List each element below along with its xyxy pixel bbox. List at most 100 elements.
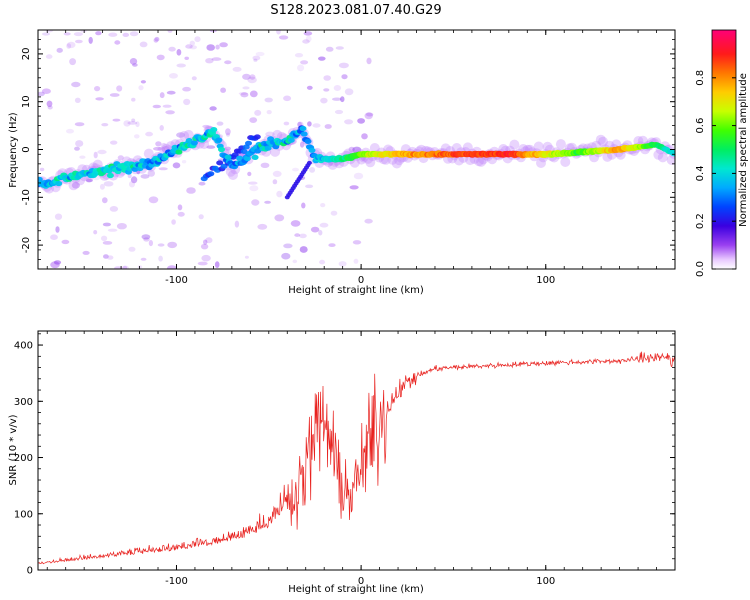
spectrum-blob (141, 234, 151, 240)
colorbar-tick-label: 0.2 (695, 213, 706, 229)
spectrum-blob (158, 167, 168, 171)
spectrum-blob (274, 214, 285, 222)
spectrum-halo (637, 135, 648, 146)
spectrum-blob (131, 118, 136, 123)
spectrum-blob (162, 104, 172, 108)
spectrum-blob (253, 58, 258, 62)
spectrum-blob (185, 44, 193, 49)
spectrum-blob (176, 132, 186, 138)
spectrogram-xlabel: Height of straight line (km) (288, 285, 424, 296)
spectrum-blob (191, 76, 197, 81)
spectrum-ridge (254, 148, 262, 154)
spectrum-blob (66, 43, 72, 49)
spectrum-halo (560, 157, 571, 167)
spectrum-blob (186, 187, 196, 194)
spectrum-blob (127, 173, 132, 179)
spectrum-blob (332, 97, 342, 101)
spectrum-blob (333, 85, 342, 91)
spectrum-halo (542, 141, 553, 152)
spectrum-blob (123, 120, 131, 127)
spectrum-blob (97, 149, 107, 155)
spectrum-blob (303, 31, 313, 36)
spectrum-blob (334, 109, 344, 115)
spectrum-blob (290, 220, 301, 227)
snr-xlabel: Height of straight line (km) (288, 584, 424, 595)
spectrum-blob (101, 123, 109, 127)
spectrum-blob (197, 261, 208, 266)
spectrum-blob (56, 47, 63, 53)
spectrum-halo (598, 136, 608, 147)
spectrum-blob (323, 88, 330, 92)
spectrum-blob (305, 35, 312, 43)
spectrum-halo (473, 156, 484, 167)
spectrum-blob (249, 117, 258, 123)
spectrum-blob (140, 257, 147, 261)
spectrum-blob (66, 41, 76, 49)
colorbar-label: Normalized spectral amplitude (738, 73, 749, 227)
spectrum-blob (129, 31, 139, 37)
spectrum-blob (107, 228, 118, 232)
spectrum-blob (300, 141, 305, 148)
spectrum-blob (137, 265, 143, 269)
spectrum-blob (71, 182, 80, 189)
spectrum-ridge (243, 155, 251, 162)
spectrum-blob (353, 258, 359, 264)
y-tick-label: -20 (21, 237, 32, 253)
spectrum-blob (177, 211, 185, 217)
spectrum-ridge (215, 137, 223, 143)
spectrum-blob (328, 243, 336, 248)
spectrum-blob (102, 241, 113, 245)
spectrum-blob (343, 150, 352, 155)
spectrum-halo (143, 148, 154, 159)
spectrum-ridge (218, 146, 225, 153)
spectrum-halo (595, 134, 606, 145)
spectrum-blob (206, 145, 216, 149)
spectrum-blob (93, 230, 98, 235)
colorbar-gradient (711, 29, 737, 270)
y-tick-label: 20 (21, 48, 32, 61)
spectrum-blob (166, 90, 176, 95)
spectrum-blob (338, 62, 349, 69)
spectrum-blob (302, 39, 310, 44)
spectrum-blob (255, 51, 265, 57)
spectrum-blob (148, 196, 159, 204)
spectrum-branch (253, 134, 261, 140)
x-tick-label: 100 (536, 576, 555, 587)
spectrum-blob (79, 155, 86, 159)
spectrum-blob (215, 44, 220, 50)
spectrum-blob (202, 124, 210, 128)
spectrum-blob (335, 46, 344, 50)
spectrum-ridge (38, 176, 43, 182)
spectrum-blob (95, 31, 102, 36)
spectrum-blob (85, 177, 92, 183)
spectrum-blob (74, 122, 85, 127)
spectrum-blob (168, 46, 176, 52)
y-tick-label: 10 (21, 95, 32, 108)
spectrum-blob (225, 132, 231, 137)
spectrum-blob (292, 167, 299, 172)
x-tick-label: 0 (358, 576, 364, 587)
spectrum-blob (176, 49, 182, 56)
spectrum-blob (167, 265, 177, 269)
spectrum-blob (101, 235, 108, 242)
spectrum-ridge (175, 149, 183, 155)
spectrum-blob (366, 57, 372, 65)
spectrum-branch (207, 171, 215, 177)
spectrum-blob (121, 265, 129, 269)
spectrum-blob (117, 155, 124, 161)
spectrum-blob (216, 121, 224, 126)
spectrum-blob (74, 146, 80, 151)
spectrum-ridge (300, 131, 308, 137)
spectrum-blob (54, 213, 63, 220)
spectrum-blob (80, 30, 87, 33)
spectrum-blob (42, 32, 50, 36)
spectrum-blob (138, 85, 144, 91)
spectrum-halo (633, 136, 644, 146)
spectrum-blob (156, 54, 165, 61)
spectrum-blob (365, 112, 374, 117)
spectrum-blob (167, 241, 178, 249)
spectrum-ridge (224, 154, 232, 160)
spectrum-blob (114, 266, 123, 269)
spectrum-blob (248, 181, 258, 185)
spectrum-halo (451, 143, 462, 153)
